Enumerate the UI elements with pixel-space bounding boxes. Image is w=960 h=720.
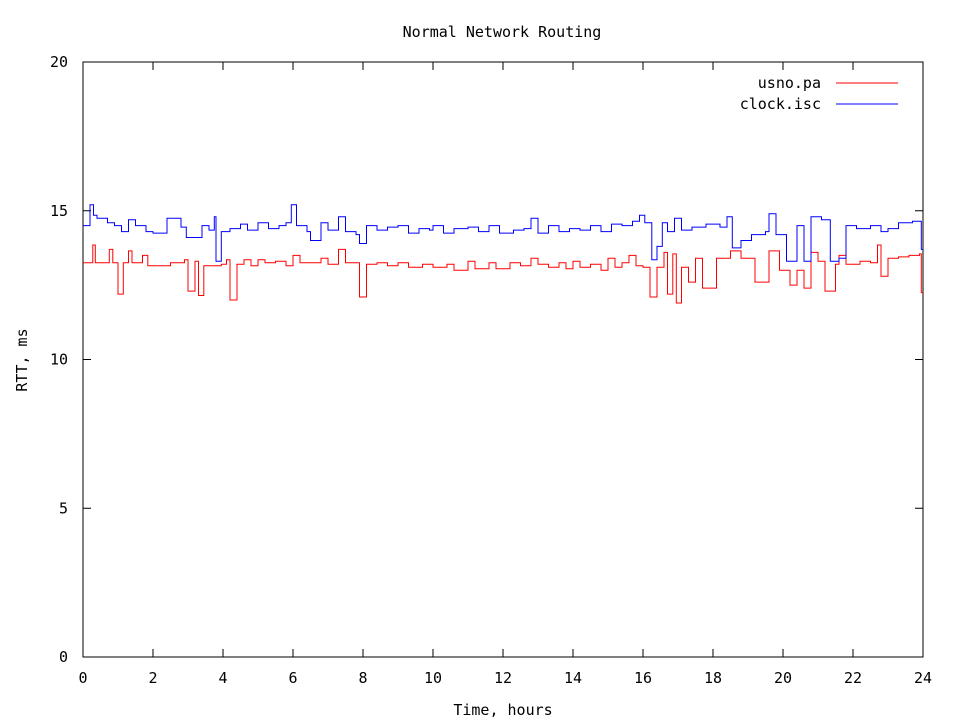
x-tick-label: 16 — [634, 669, 652, 687]
x-tick-label: 8 — [358, 669, 367, 687]
x-tick-label: 2 — [148, 669, 157, 687]
plot-frame — [82, 61, 924, 658]
y-tick-label: 10 — [50, 351, 68, 369]
series-layer — [83, 204, 923, 304]
x-tick-label: 22 — [844, 669, 862, 687]
x-tick-label: 10 — [424, 669, 442, 687]
series-line-usno-pa — [83, 244, 923, 304]
x-tick-label: 20 — [774, 669, 792, 687]
y-axis-label: RTT, ms — [13, 328, 31, 391]
x-tick-label: 4 — [218, 669, 227, 687]
x-tick-label: 14 — [564, 669, 582, 687]
x-axis-label: Time, hours — [453, 701, 552, 719]
y-tick-label: 20 — [50, 53, 68, 71]
x-tick-label: 12 — [494, 669, 512, 687]
x-tick-label: 0 — [78, 669, 87, 687]
chart-title: Normal Network Routing — [403, 23, 602, 41]
y-tick-label: 5 — [59, 499, 68, 517]
y-tick-label: 0 — [59, 648, 68, 666]
x-tick-label: 24 — [914, 669, 932, 687]
y-tick-label: 15 — [50, 202, 68, 220]
x-tick-label: 6 — [288, 669, 297, 687]
y-axis: 0 5 10 15 20 — [50, 53, 923, 666]
legend-label: usno.pa — [758, 74, 821, 92]
x-tick-label: 18 — [704, 669, 722, 687]
legend-label: clock.isc — [740, 95, 821, 113]
legend: usno.pa clock.isc — [740, 74, 898, 113]
x-axis: 0 2 4 6 8 10 12 14 16 18 20 22 24 — [78, 62, 932, 687]
series-line-clock-isc — [83, 204, 923, 262]
